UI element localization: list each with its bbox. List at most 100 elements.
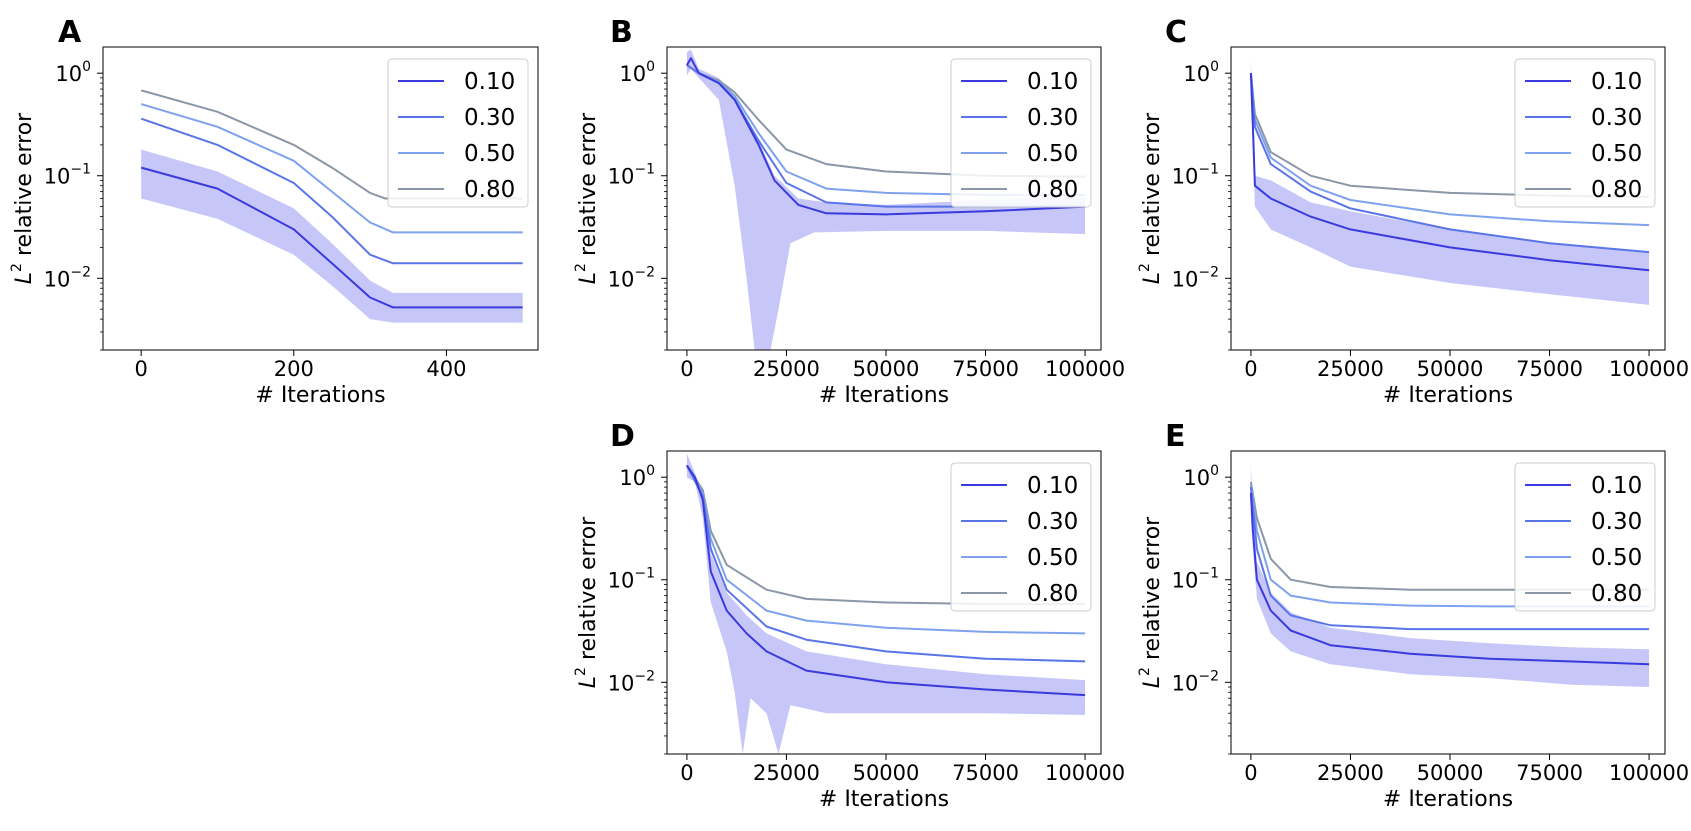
- plot-area: [1249, 465, 1650, 687]
- series-line-0-80: [1249, 481, 1650, 591]
- legend-label: 0.10: [1591, 473, 1642, 499]
- panel-b: B 0 25000 50000 75000 100000 100 10−1 10−2 # Iter…: [573, 15, 1125, 408]
- x-tick-label: 200: [274, 357, 314, 381]
- confidence-band: [686, 453, 1086, 754]
- y-axis-label: L2 relative error: [9, 112, 37, 284]
- legend-label: 0.30: [1591, 105, 1642, 131]
- legend-label: 0.10: [1027, 69, 1078, 95]
- legend-label: 0.50: [1591, 545, 1642, 571]
- legend-label: 0.80: [464, 177, 515, 203]
- legend: 0.10 0.30 0.50 0.80: [1514, 462, 1656, 612]
- x-tick-label: 0: [1244, 761, 1257, 785]
- x-axis-label: # Iterations: [1383, 383, 1513, 408]
- series-line-0-50: [1249, 484, 1650, 608]
- x-tick-label: 0: [680, 357, 693, 381]
- legend: 0.10 0.30 0.50 0.80: [950, 462, 1092, 612]
- x-axis-label: # Iterations: [819, 787, 949, 812]
- x-tick-label: 0: [134, 357, 147, 381]
- y-tick-label: 10−1: [608, 162, 655, 189]
- legend-box: [950, 58, 1092, 208]
- y-tick-label: 100: [1183, 463, 1219, 490]
- x-tick-label: 50000: [1417, 357, 1484, 381]
- panel-e: E 0 25000 50000 75000 100000 100 10−1 10−2 # Iter…: [1137, 419, 1689, 812]
- series-line-0-10: [686, 464, 1086, 697]
- legend-label: 0.50: [1591, 141, 1642, 167]
- confidence-band: [141, 149, 523, 323]
- panel-letter: A: [58, 15, 82, 50]
- legend-box: [387, 58, 529, 208]
- x-tick-label: 75000: [952, 357, 1019, 381]
- series-line-0-10: [1249, 493, 1650, 666]
- x-tick-label: 100000: [1609, 761, 1689, 785]
- y-tick-label: 10−1: [608, 566, 655, 593]
- legend-label: 0.10: [1591, 69, 1642, 95]
- x-tick-label: 100000: [1609, 357, 1689, 381]
- legend-label: 0.80: [1591, 581, 1642, 607]
- x-tick-label: 25000: [1317, 357, 1384, 381]
- series-line-0-30: [140, 117, 523, 265]
- y-tick-label: 10−1: [1172, 566, 1219, 593]
- y-axis-label: L2 relative error: [573, 516, 601, 688]
- x-tick-label: 25000: [1317, 761, 1384, 785]
- y-tick-label: 10−2: [608, 264, 655, 291]
- x-tick-label: 50000: [1417, 761, 1484, 785]
- panel-letter: E: [1165, 419, 1186, 454]
- legend-label: 0.30: [1027, 509, 1078, 535]
- plot-area: [686, 453, 1086, 754]
- legend-label: 0.80: [1027, 581, 1078, 607]
- x-tick-label: 100000: [1045, 761, 1125, 785]
- legend: 0.10 0.30 0.50 0.80: [950, 58, 1092, 208]
- series-line-0-30: [1249, 73, 1650, 254]
- legend-label: 0.50: [1027, 141, 1078, 167]
- legend-label: 0.30: [464, 105, 515, 131]
- panel-letter: D: [610, 419, 635, 454]
- x-axis-label: # Iterations: [1383, 787, 1513, 812]
- y-axis-label: L2 relative error: [1137, 112, 1165, 284]
- y-tick-label: 10−2: [1172, 668, 1219, 695]
- legend-label: 0.50: [464, 141, 515, 167]
- x-tick-label: 50000: [853, 761, 920, 785]
- x-tick-label: 25000: [753, 761, 820, 785]
- y-axis-label: L2 relative error: [1137, 516, 1165, 688]
- y-tick-label: 100: [55, 59, 91, 86]
- y-tick-label: 10−2: [608, 668, 655, 695]
- x-tick-label: 75000: [1516, 357, 1583, 381]
- y-tick-label: 10−2: [44, 264, 91, 291]
- legend-label: 0.10: [1027, 473, 1078, 499]
- legend: 0.10 0.30 0.50 0.80: [1514, 58, 1656, 208]
- series-line-0-10: [686, 57, 1086, 216]
- x-axis-label: # Iterations: [819, 383, 949, 408]
- legend-label: 0.80: [1027, 177, 1078, 203]
- series-line-0-50: [140, 103, 523, 234]
- panel-letter: B: [610, 15, 633, 50]
- legend: 0.10 0.30 0.50 0.80: [387, 58, 529, 208]
- legend-label: 0.30: [1027, 105, 1078, 131]
- series-line-0-10: [1249, 73, 1650, 272]
- confidence-band: [1250, 465, 1650, 687]
- plot-area: [1249, 58, 1650, 305]
- series-line-0-50: [1249, 73, 1650, 227]
- legend-label: 0.10: [464, 69, 515, 95]
- panel-d: D 0 25000 50000 75000 100000 100 10−1 10−2 # Iter…: [573, 419, 1125, 812]
- x-axis-label: # Iterations: [255, 383, 385, 408]
- x-tick-label: 0: [680, 761, 693, 785]
- legend-label: 0.80: [1591, 177, 1642, 203]
- legend-box: [1514, 58, 1656, 208]
- panel-letter: C: [1165, 15, 1187, 50]
- x-tick-label: 25000: [753, 357, 820, 381]
- x-tick-label: 75000: [1516, 761, 1583, 785]
- y-tick-label: 100: [619, 59, 655, 86]
- y-tick-label: 10−2: [1172, 264, 1219, 291]
- series-line-0-80: [140, 89, 523, 200]
- y-tick-label: 10−1: [1172, 162, 1219, 189]
- legend-box: [1514, 462, 1656, 612]
- legend-box: [950, 462, 1092, 612]
- x-tick-label: 75000: [952, 761, 1019, 785]
- y-axis-label: L2 relative error: [573, 112, 601, 284]
- legend-label: 0.30: [1591, 509, 1642, 535]
- series-line-0-10: [140, 166, 523, 309]
- panel-c: C 0 25000 50000 75000 100000 100 10−1 10−2 # Iter…: [1137, 15, 1689, 408]
- series-line-0-30: [1249, 487, 1650, 631]
- panel-a: A 0 200 400 100 10−1 10−2 # Iterations L2 relati…: [9, 15, 539, 408]
- y-tick-label: 100: [1183, 59, 1219, 86]
